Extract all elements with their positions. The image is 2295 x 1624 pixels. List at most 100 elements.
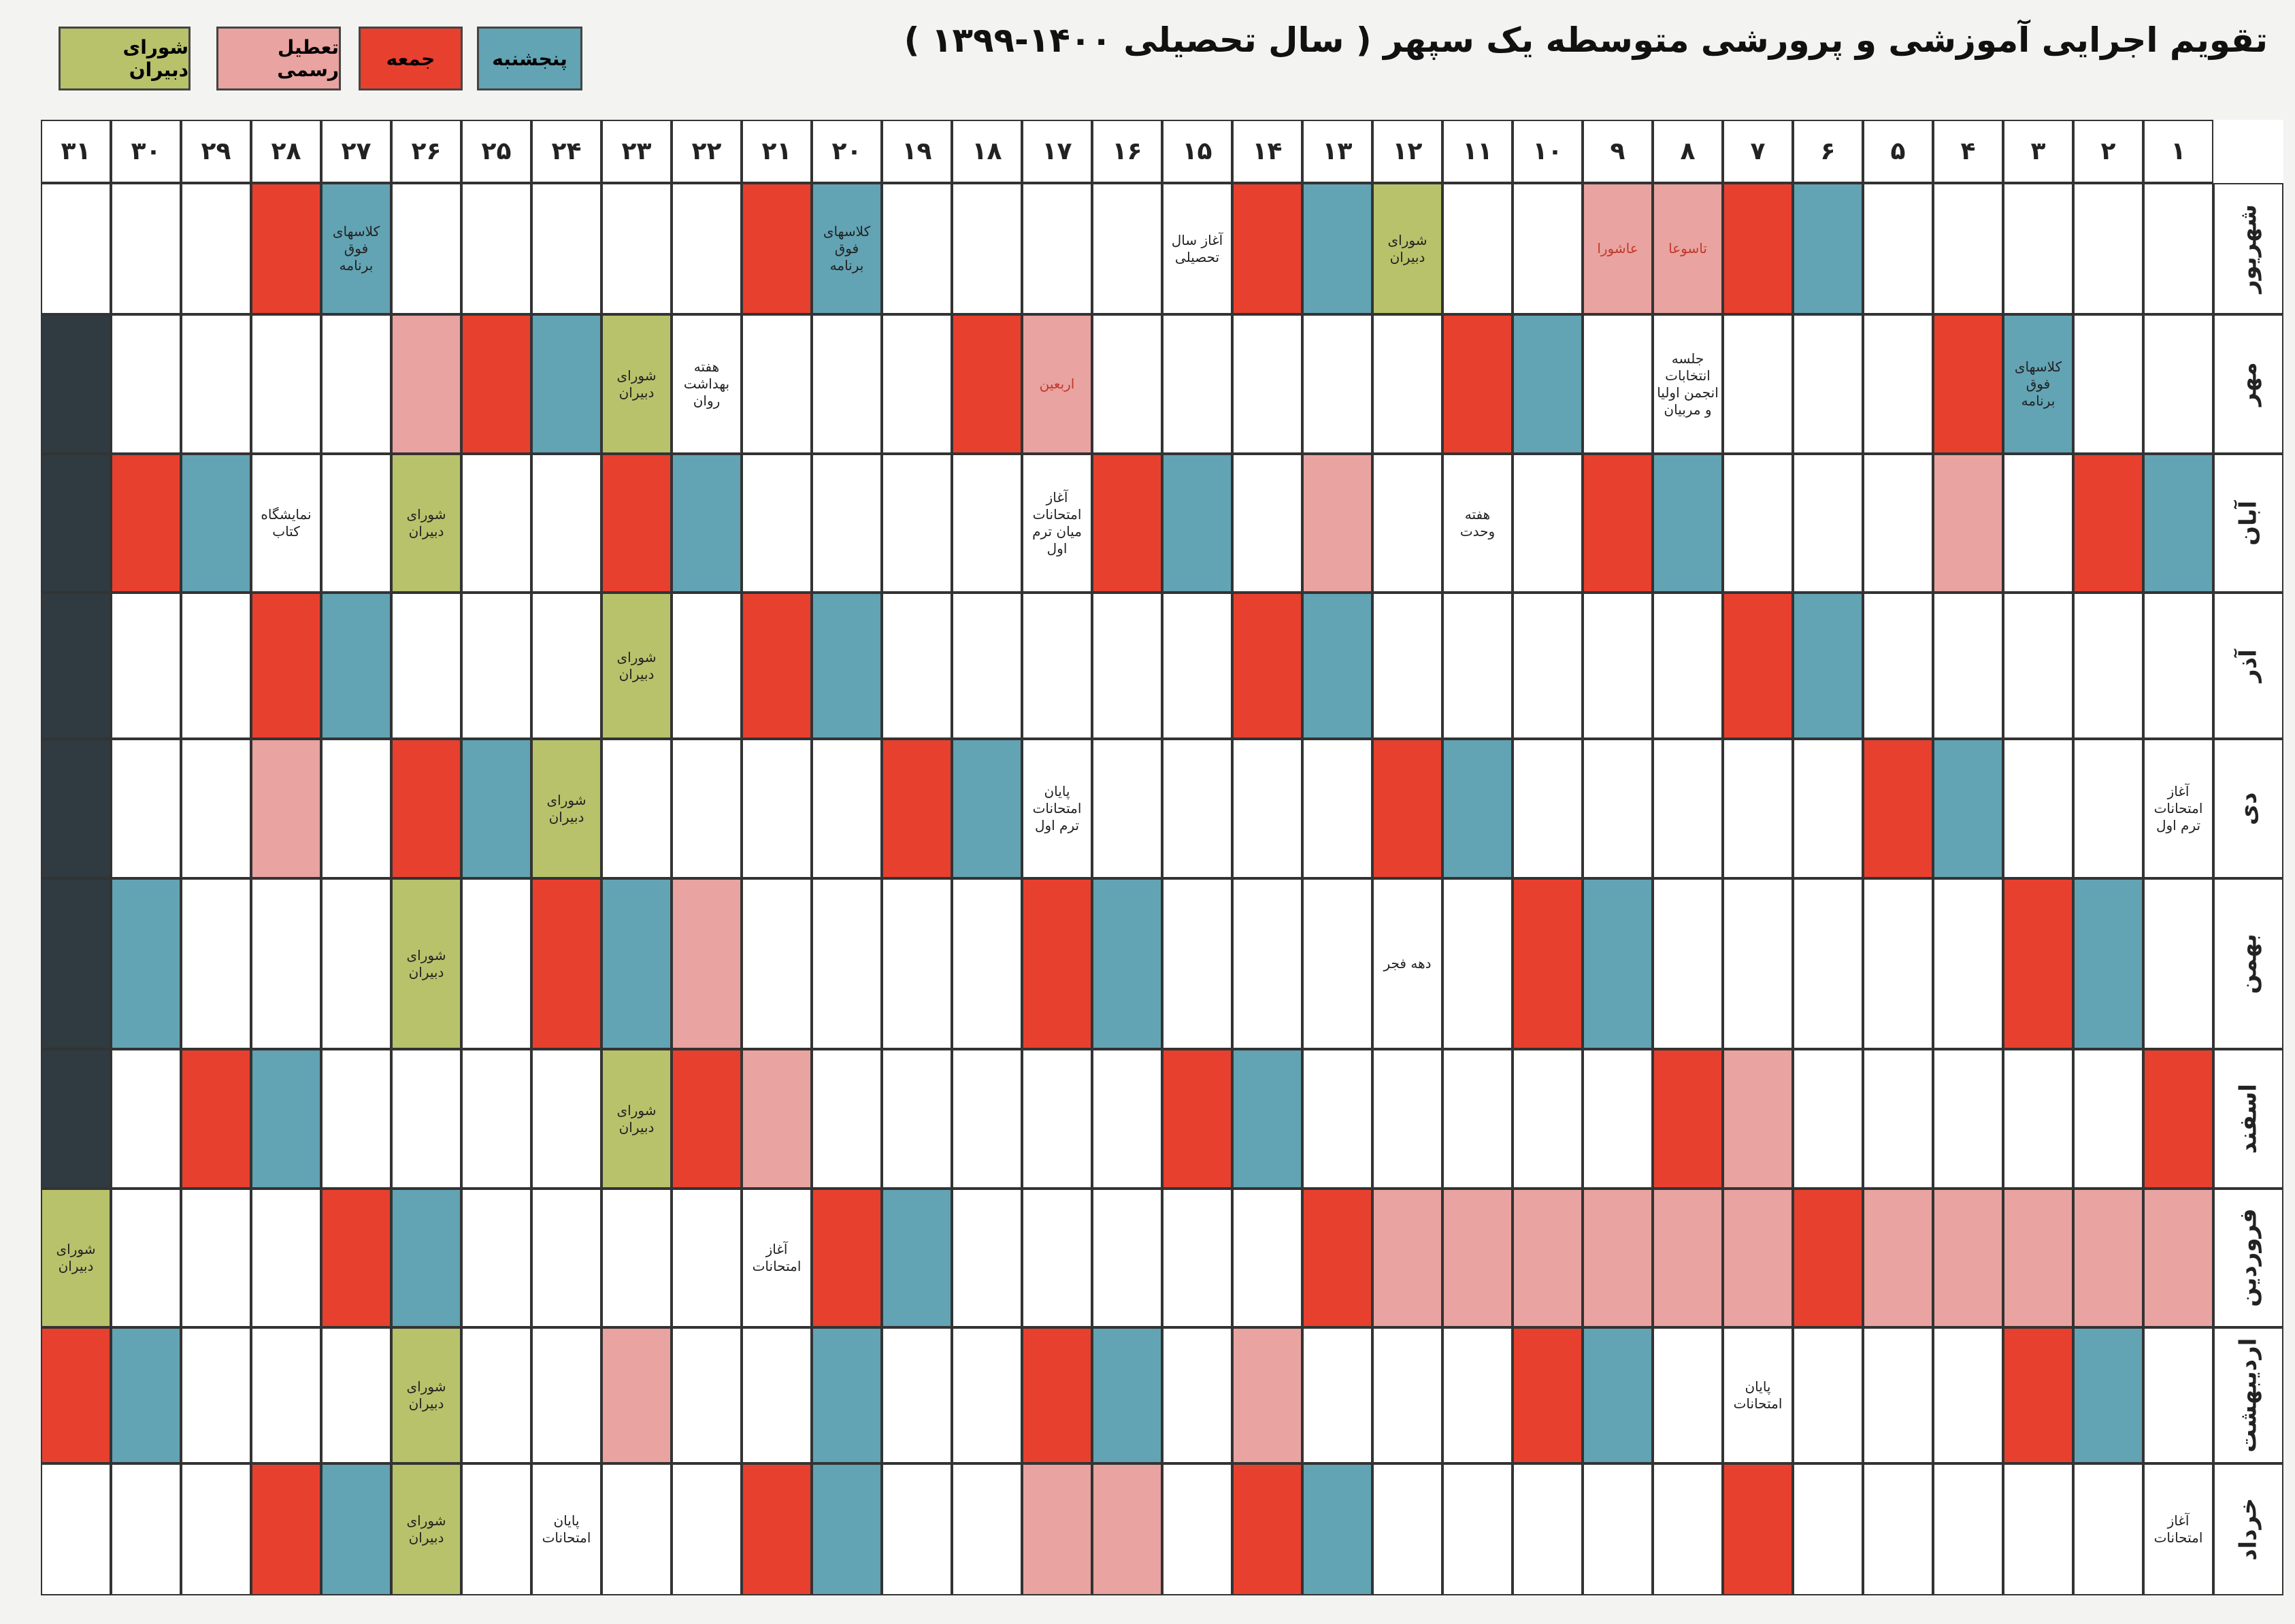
day-cell: [672, 1189, 742, 1327]
day-cell: [1372, 314, 1442, 454]
day-header: ۱۴: [1232, 120, 1302, 183]
day-cell: [251, 183, 321, 314]
day-cell: اربعین: [1022, 314, 1092, 454]
day-cell: [1933, 593, 2003, 739]
day-header: ۳: [2003, 120, 2073, 183]
day-cell: عاشورا: [1583, 183, 1653, 314]
day-cell: [1092, 1327, 1162, 1463]
day-cell: [181, 1327, 251, 1463]
day-cell: [952, 183, 1022, 314]
day-cell: [111, 878, 181, 1049]
day-cell: [601, 1327, 672, 1463]
day-cell: [882, 1327, 952, 1463]
day-cell: [1162, 454, 1232, 593]
day-cell: [461, 314, 531, 454]
corner-cell: [2213, 120, 2283, 183]
day-cell: [1653, 739, 1723, 878]
month-label: فروردین: [2213, 1189, 2283, 1327]
day-cell: [2143, 183, 2213, 314]
day-cell: [41, 454, 111, 593]
day-cell: [1793, 1463, 1863, 1595]
month-label: اردیبهشت: [2213, 1327, 2283, 1463]
day-cell: [181, 1189, 251, 1327]
day-cell: شورای دبیران: [391, 1327, 461, 1463]
day-cell: [1723, 454, 1793, 593]
day-cell: [1232, 739, 1302, 878]
day-cell: [1863, 314, 1933, 454]
day-cell: [1022, 1049, 1092, 1189]
day-cell: [1092, 1463, 1162, 1595]
day-cell: [812, 314, 882, 454]
month-label: آذر: [2213, 593, 2283, 739]
day-cell: [1022, 878, 1092, 1049]
day-cell: [1442, 593, 1513, 739]
day-cell: [1513, 1049, 1583, 1189]
day-cell: [1162, 1327, 1232, 1463]
day-cell: [461, 1049, 531, 1189]
day-cell: [882, 1189, 952, 1327]
day-cell: [531, 454, 601, 593]
day-cell: [1232, 454, 1302, 593]
day-header: ۱۷: [1022, 120, 1092, 183]
day-cell: [1302, 1049, 1372, 1189]
day-cell: [1302, 1463, 1372, 1595]
day-cell: [672, 1327, 742, 1463]
day-cell: [1092, 314, 1162, 454]
day-cell: [251, 593, 321, 739]
day-cell: [1723, 314, 1793, 454]
day-cell: [461, 454, 531, 593]
day-cell: کلاسهای فوق برنامه: [321, 183, 391, 314]
day-cell: [601, 1189, 672, 1327]
day-cell: [952, 593, 1022, 739]
day-cell: [391, 739, 461, 878]
day-cell: [1653, 1463, 1723, 1595]
day-cell: [1442, 314, 1513, 454]
day-cell: [1863, 593, 1933, 739]
day-cell: [742, 739, 812, 878]
day-cell: شورای دبیران: [391, 454, 461, 593]
day-cell: [672, 183, 742, 314]
day-cell: [882, 1049, 952, 1189]
legend-item: جمعه: [359, 27, 463, 90]
day-cell: [111, 1049, 181, 1189]
day-cell: [1863, 1463, 1933, 1595]
day-cell: [1162, 1463, 1232, 1595]
day-cell: [1513, 878, 1583, 1049]
day-cell: [1162, 1049, 1232, 1189]
day-cell: [2143, 1189, 2213, 1327]
day-cell: [672, 1049, 742, 1189]
day-cell: [2073, 1463, 2143, 1595]
day-cell: [1863, 739, 1933, 878]
day-cell: [2143, 878, 2213, 1049]
day-cell: آغاز امتحانات: [742, 1189, 812, 1327]
day-cell: [2003, 1327, 2073, 1463]
day-cell: [1302, 183, 1372, 314]
day-cell: [2073, 183, 2143, 314]
day-cell: [1442, 1189, 1513, 1327]
day-cell: [1723, 878, 1793, 1049]
day-header: ۲۰: [812, 120, 882, 183]
day-cell: [1513, 454, 1583, 593]
day-cell: [41, 1463, 111, 1595]
day-cell: [531, 1049, 601, 1189]
day-cell: [601, 739, 672, 878]
day-cell: [742, 314, 812, 454]
day-cell: [882, 314, 952, 454]
day-cell: [41, 878, 111, 1049]
day-cell: [1863, 1049, 1933, 1189]
day-cell: [461, 878, 531, 1049]
legend-item: پنجشنبه: [477, 27, 582, 90]
day-cell: [952, 1463, 1022, 1595]
day-cell: [1513, 1463, 1583, 1595]
day-cell: [1583, 1463, 1653, 1595]
day-cell: [1793, 1189, 1863, 1327]
day-cell: [1653, 1189, 1723, 1327]
day-cell: [1793, 1327, 1863, 1463]
day-cell: [321, 1049, 391, 1189]
day-cell: [2073, 878, 2143, 1049]
day-cell: [1162, 593, 1232, 739]
day-header: ۸: [1653, 120, 1723, 183]
day-cell: [882, 183, 952, 314]
day-cell: [2003, 739, 2073, 878]
day-cell: [1723, 1049, 1793, 1189]
